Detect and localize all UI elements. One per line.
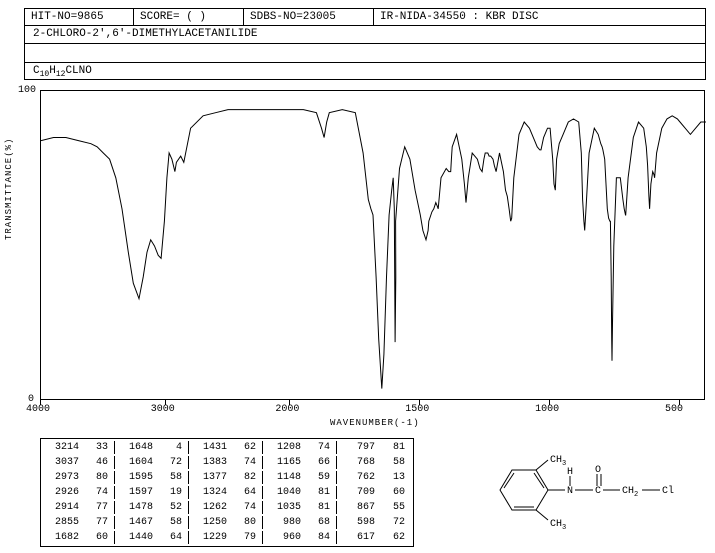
- sdbs-no-cell: SDBS-NO=23005: [244, 8, 374, 26]
- formula-cell: C10H12CLNO: [24, 62, 706, 80]
- score-cell: SCORE= ( ): [134, 8, 244, 26]
- table-row: 29147714785212627410358186755: [43, 501, 411, 514]
- mol-ch2: CH: [622, 486, 634, 497]
- mol-h: H: [567, 467, 573, 478]
- mol-n: N: [567, 486, 573, 497]
- xtick-3000: 3000: [151, 404, 175, 415]
- ytick-100: 100: [18, 85, 36, 96]
- spectrum-svg: [41, 91, 706, 401]
- mol-o: O: [595, 465, 601, 476]
- mol-c: C: [595, 486, 601, 497]
- table-row: 2855771467581250809806859872: [43, 516, 411, 529]
- table-row: 29738015955813778211485976213: [43, 471, 411, 484]
- mol-ch3-top: CH: [550, 455, 562, 466]
- mol-cl: Cl: [662, 485, 674, 497]
- svg-text:CH2: CH2: [622, 486, 638, 499]
- spectrum-plot: [40, 90, 705, 400]
- ir-info-cell: IR-NIDA-34550 : KBR DISC: [374, 8, 706, 26]
- xtick-2000: 2000: [275, 404, 299, 415]
- hit-no-cell: HIT-NO=9865: [24, 8, 134, 26]
- mol-ch3-bot: CH: [550, 519, 562, 530]
- table-row: 29267415971913246410408170960: [43, 486, 411, 499]
- svg-text:CH3: CH3: [550, 519, 566, 530]
- x-axis-label: WAVENUMBER(-1): [330, 418, 420, 428]
- header-gap: [24, 44, 706, 62]
- peak-table: 3214331648414316212087479781 303746160472…: [40, 438, 414, 547]
- compound-name-cell: 2-CHLORO-2',6'-DIMETHYLACETANILIDE: [24, 26, 706, 44]
- xtick-4000: 4000: [26, 404, 50, 415]
- table-row: 30374616047213837411656676858: [43, 456, 411, 469]
- svg-text:CH3: CH3: [550, 455, 566, 468]
- xtick-1000: 1000: [535, 404, 559, 415]
- table-row: 3214331648414316212087479781: [43, 441, 411, 454]
- molecule-structure: CH3 CH3 N H C O CH2 Cl: [480, 450, 690, 530]
- header-row-1: HIT-NO=9865 SCORE= ( ) SDBS-NO=23005 IR-…: [24, 8, 706, 26]
- y-axis-label: TRANSMITTANCE(%): [4, 138, 14, 240]
- table-row: 1682601440641229799608461762: [43, 531, 411, 544]
- xtick-1500: 1500: [405, 404, 429, 415]
- xtick-500: 500: [665, 404, 683, 415]
